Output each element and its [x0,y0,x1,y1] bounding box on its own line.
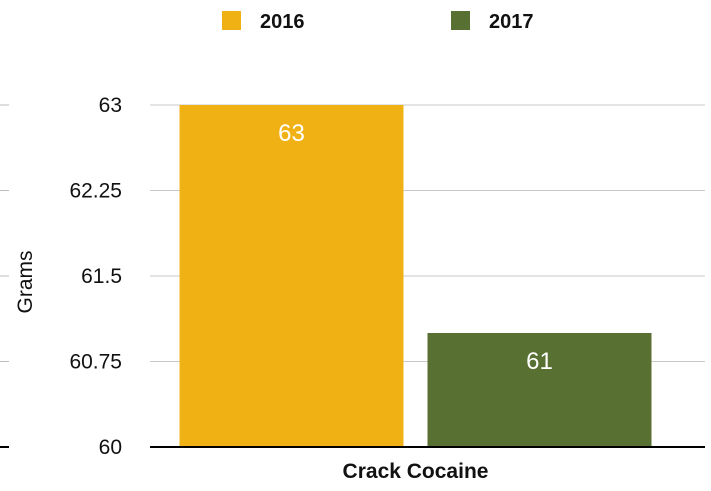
bar-2016 [179,105,404,447]
left-axis-stubs [0,104,9,448]
category-labels: Crack Cocaine [343,460,489,483]
y-tick-label: 60 [99,436,122,459]
legend-swatch-2017 [451,11,470,30]
y-tick-labels: 63 62.25 61.5 60.75 60 [69,94,122,459]
legend: 2016 2017 [222,11,534,33]
y-tick-label: 60.75 [69,351,122,374]
y-tick-label: 61.5 [81,265,122,288]
data-labels: 63 61 [278,120,553,375]
data-label-2017: 61 [526,348,553,375]
bars [179,105,652,447]
y-axis-label: Grams [14,251,37,314]
legend-swatch-2016 [222,11,241,30]
category-label: Crack Cocaine [343,460,489,483]
y-tick-label: 63 [99,94,122,117]
legend-label-2017: 2017 [489,11,534,33]
legend-label-2016: 2016 [260,11,305,33]
y-tick-label: 62.25 [69,180,122,203]
bar-2017 [427,333,652,447]
data-label-2016: 63 [278,120,305,147]
